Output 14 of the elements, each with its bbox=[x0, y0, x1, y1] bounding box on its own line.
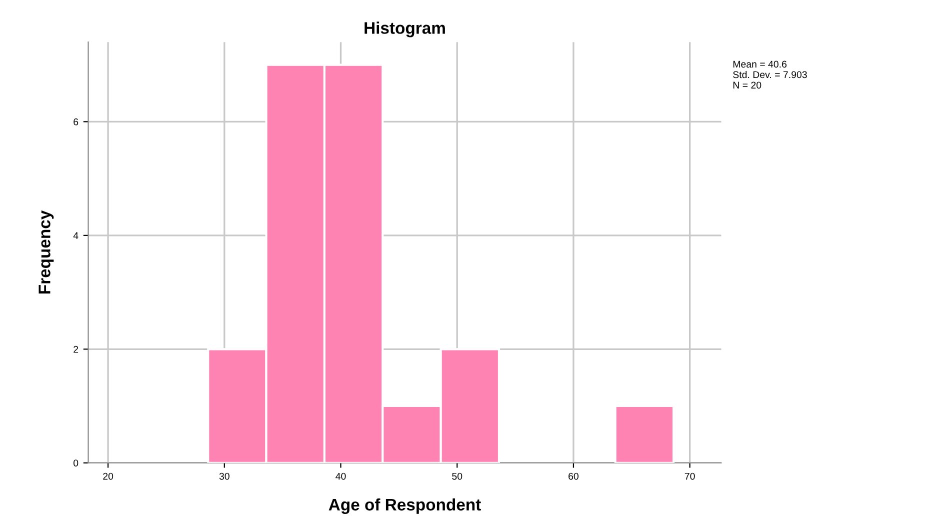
x-axis-title: Age of Respondent bbox=[328, 498, 481, 514]
x-tick-label: 50 bbox=[452, 472, 462, 480]
y-axis-title: Frequency bbox=[38, 210, 54, 294]
x-tick-label: 20 bbox=[103, 472, 114, 480]
chart-title: Histogram bbox=[364, 22, 445, 38]
y-tick-label: 4 bbox=[73, 232, 78, 239]
x-tick-label: 70 bbox=[684, 472, 695, 480]
x-tick-label: 40 bbox=[336, 472, 346, 480]
y-tick-label: 0 bbox=[74, 460, 78, 466]
x-tick-label: 60 bbox=[568, 472, 578, 480]
x-tick-label: 30 bbox=[219, 472, 230, 480]
y-tick-label: 6 bbox=[74, 118, 78, 126]
text: Mean = 40.6 Std. Dev. = 7.903 N = 20 bbox=[733, 60, 807, 89]
y-tick-label: 2 bbox=[74, 346, 78, 353]
